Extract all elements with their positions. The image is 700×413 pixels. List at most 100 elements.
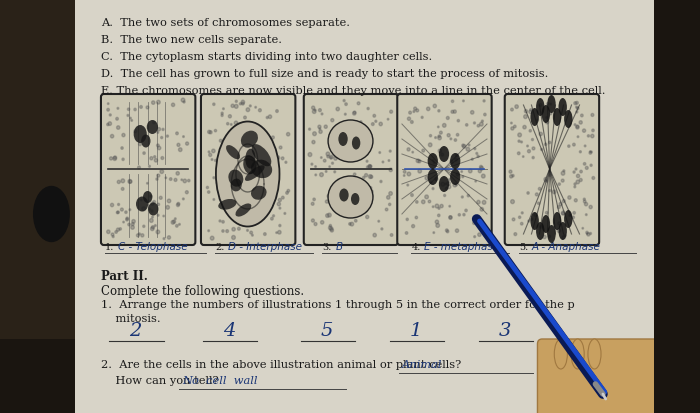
Circle shape	[433, 206, 434, 208]
Circle shape	[106, 124, 109, 126]
Circle shape	[540, 226, 542, 229]
Circle shape	[386, 196, 390, 200]
Circle shape	[382, 162, 384, 164]
Circle shape	[236, 146, 240, 150]
Circle shape	[176, 204, 179, 207]
Circle shape	[117, 108, 119, 110]
Circle shape	[574, 183, 576, 186]
Circle shape	[174, 179, 177, 182]
Circle shape	[241, 158, 244, 160]
Circle shape	[260, 129, 262, 132]
Circle shape	[433, 232, 435, 234]
Circle shape	[366, 154, 368, 156]
Circle shape	[362, 138, 365, 141]
Circle shape	[134, 131, 136, 133]
Circle shape	[583, 201, 586, 204]
Circle shape	[130, 118, 132, 120]
Circle shape	[385, 209, 388, 211]
Circle shape	[131, 120, 132, 122]
Circle shape	[246, 135, 248, 138]
Circle shape	[461, 171, 463, 173]
Circle shape	[318, 109, 321, 112]
Circle shape	[580, 171, 582, 173]
Circle shape	[223, 139, 225, 142]
Circle shape	[475, 181, 477, 183]
Circle shape	[482, 121, 484, 123]
Circle shape	[181, 180, 183, 181]
Circle shape	[440, 132, 442, 135]
Text: B.  The two new cells separate.: B. The two new cells separate.	[101, 35, 282, 45]
Circle shape	[183, 199, 184, 200]
Circle shape	[248, 130, 249, 132]
Circle shape	[370, 187, 372, 190]
Circle shape	[285, 162, 287, 164]
Circle shape	[356, 185, 358, 186]
Text: D - Interphase: D - Interphase	[228, 242, 302, 252]
Circle shape	[574, 124, 576, 126]
Circle shape	[279, 147, 282, 150]
Text: 5: 5	[321, 321, 333, 339]
Circle shape	[139, 143, 141, 146]
Circle shape	[429, 135, 432, 138]
Circle shape	[368, 166, 372, 169]
Circle shape	[432, 188, 434, 190]
Circle shape	[340, 192, 342, 195]
Circle shape	[272, 183, 275, 186]
Circle shape	[484, 114, 486, 116]
Circle shape	[432, 160, 434, 162]
Ellipse shape	[231, 179, 241, 192]
Circle shape	[370, 176, 373, 179]
Circle shape	[211, 150, 215, 153]
Circle shape	[174, 218, 176, 220]
Circle shape	[589, 152, 591, 155]
Circle shape	[157, 132, 159, 134]
Circle shape	[183, 102, 185, 104]
Circle shape	[552, 190, 556, 194]
Circle shape	[363, 177, 365, 179]
Circle shape	[118, 204, 120, 206]
Circle shape	[284, 213, 286, 215]
Circle shape	[335, 138, 337, 141]
Text: E - metaphase: E - metaphase	[424, 242, 500, 252]
Text: C.  The cytoplasm starts dividing into two daughter cells.: C. The cytoplasm starts dividing into tw…	[101, 52, 432, 62]
Circle shape	[524, 110, 528, 114]
Circle shape	[319, 131, 322, 134]
Ellipse shape	[147, 121, 158, 135]
Text: B: B	[335, 242, 343, 252]
Circle shape	[276, 157, 279, 160]
Ellipse shape	[554, 339, 568, 369]
Circle shape	[142, 207, 146, 211]
Circle shape	[158, 147, 161, 150]
Circle shape	[177, 203, 180, 206]
Circle shape	[116, 228, 120, 232]
Circle shape	[457, 120, 459, 123]
Circle shape	[445, 183, 447, 185]
Circle shape	[466, 124, 468, 127]
Circle shape	[351, 178, 352, 180]
Circle shape	[256, 214, 258, 217]
Circle shape	[568, 196, 571, 200]
Circle shape	[445, 229, 448, 232]
Circle shape	[514, 233, 517, 236]
Text: 4.: 4.	[412, 242, 421, 252]
Circle shape	[477, 201, 480, 204]
Circle shape	[416, 159, 419, 163]
Circle shape	[342, 139, 346, 143]
Circle shape	[466, 148, 470, 152]
Circle shape	[208, 131, 211, 134]
Circle shape	[435, 137, 437, 139]
Circle shape	[117, 126, 120, 130]
Circle shape	[587, 233, 590, 237]
Circle shape	[272, 180, 274, 182]
Circle shape	[477, 125, 480, 128]
Ellipse shape	[428, 154, 438, 170]
Circle shape	[379, 152, 381, 154]
Circle shape	[208, 152, 210, 153]
Ellipse shape	[439, 147, 449, 163]
Circle shape	[465, 210, 468, 212]
Circle shape	[576, 126, 579, 130]
Text: 1: 1	[410, 321, 422, 339]
Circle shape	[573, 171, 575, 174]
Circle shape	[549, 142, 551, 144]
Circle shape	[445, 188, 448, 190]
